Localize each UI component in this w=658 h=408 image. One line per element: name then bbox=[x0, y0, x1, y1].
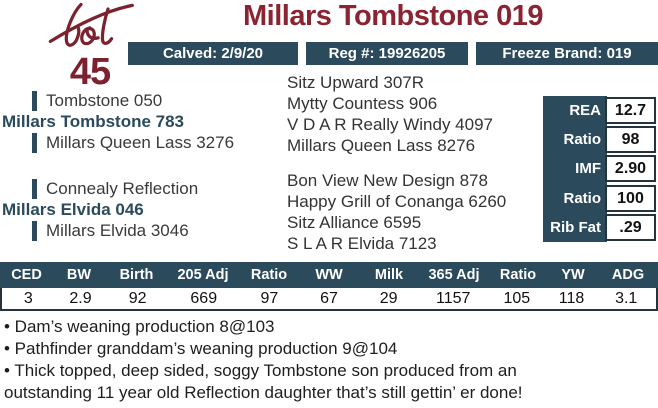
sire-of-sire-row: Tombstone 050 bbox=[32, 90, 282, 111]
table-cell: 669 bbox=[190, 289, 218, 307]
dam-name: Millars Elvida 046 bbox=[2, 199, 144, 219]
lot-script-word bbox=[48, 2, 134, 47]
info-bar-row: Calved: 2/9/20 Reg #: 19926205 Freeze Br… bbox=[128, 42, 658, 65]
animal-name-title: Millars Tombstone 019 bbox=[243, 0, 544, 32]
registration-bar: Reg #: 19926205 bbox=[306, 42, 468, 65]
note-line: • Thick topped, deep sided, soggy Tombst… bbox=[4, 361, 523, 402]
column-header: Ratio bbox=[499, 267, 537, 283]
note-line: • Dam’s weaning production 8@103 bbox=[4, 317, 275, 336]
lot-badge: Lot 45 bbox=[38, 0, 142, 93]
ancestor-name: S L A R Elvida 7123 bbox=[287, 234, 437, 253]
sire-of-dam-row: Connealy Reflection bbox=[32, 178, 282, 199]
stat-value: 100 bbox=[605, 184, 656, 212]
table-cell: 1157 bbox=[436, 289, 471, 307]
note-line: • Pathfinder granddam’s weaning producti… bbox=[4, 339, 398, 358]
ancestor-name: Bon View New Design 878 bbox=[287, 171, 488, 190]
stat-row-rea: REA 12.7 bbox=[543, 96, 658, 125]
freeze-brand-bar: Freeze Brand: 019 bbox=[476, 42, 658, 65]
stat-label: IMF bbox=[575, 160, 601, 178]
sire-ancestors-list: Sitz Upward 307R Mytty Countess 906 V D … bbox=[287, 72, 542, 156]
column-header: 365 Adj bbox=[428, 267, 480, 283]
table-cell: 29 bbox=[379, 289, 398, 307]
table-cell: 92 bbox=[128, 289, 147, 307]
ancestor-name: Sitz Alliance 6595 bbox=[287, 213, 422, 232]
column-header: ADG bbox=[611, 267, 645, 283]
stat-label: Rib Fat bbox=[550, 218, 601, 236]
stat-value: 98 bbox=[605, 126, 656, 154]
column-header: Ratio bbox=[250, 267, 288, 283]
performance-table: CED BW Birth 205 Adj Ratio WW Milk 365 A… bbox=[0, 262, 658, 311]
pedigree-tick-icon bbox=[32, 90, 37, 111]
column-header: BW bbox=[66, 267, 92, 283]
column-header: CED bbox=[11, 267, 42, 283]
dam-of-sire-name: Millars Queen Lass 3276 bbox=[46, 132, 235, 152]
table-cell: 3 bbox=[23, 289, 33, 307]
column-header: 205 Adj bbox=[177, 267, 229, 283]
stat-label: REA bbox=[569, 102, 601, 120]
carcass-stats-box: REA 12.7 Ratio 98 IMF 2.90 Ratio 100 Rib… bbox=[543, 96, 658, 242]
carcass-stats-panel bbox=[543, 96, 607, 242]
calved-bar: Calved: 2/9/20 bbox=[128, 42, 298, 65]
notes-section: • Dam’s weaning production 8@103 • Pathf… bbox=[4, 316, 584, 404]
sire-pedigree-block: Tombstone 050 Millars Tombstone 783 Mill… bbox=[2, 90, 282, 153]
ancestor-name: Happy Grill of Conanga 6260 bbox=[287, 192, 507, 211]
stat-row-rea-ratio: Ratio 98 bbox=[543, 125, 658, 154]
dam-pedigree-block: Connealy Reflection Millars Elvida 046 M… bbox=[2, 178, 282, 241]
ancestor-name: Mytty Countess 906 bbox=[287, 94, 438, 113]
dam-of-sire-row: Millars Queen Lass 3276 bbox=[32, 132, 282, 153]
table-cell: 105 bbox=[503, 289, 531, 307]
stat-row-imf: IMF 2.90 bbox=[543, 154, 658, 183]
pedigree-tick-icon bbox=[32, 132, 37, 153]
stat-value: 2.90 bbox=[605, 155, 656, 183]
stat-row-rib-fat: Rib Fat .29 bbox=[543, 213, 658, 242]
table-cell: 118 bbox=[558, 289, 585, 307]
pedigree-tick-icon bbox=[32, 178, 37, 199]
dam-of-dam-row: Millars Elvida 3046 bbox=[32, 220, 282, 241]
column-header: Milk bbox=[374, 267, 404, 283]
dam-ancestors-list: Bon View New Design 878 Happy Grill of C… bbox=[287, 170, 542, 254]
sire-of-sire-name: Tombstone 050 bbox=[46, 90, 163, 110]
stat-label: Ratio bbox=[563, 189, 602, 207]
stat-value: .29 bbox=[605, 213, 656, 241]
table-cell: 67 bbox=[320, 289, 338, 307]
performance-table-header: CED BW Birth 205 Adj Ratio WW Milk 365 A… bbox=[0, 262, 658, 288]
column-header: Birth bbox=[119, 267, 154, 283]
stat-label: Ratio bbox=[563, 131, 602, 149]
table-cell: 2.9 bbox=[69, 289, 92, 307]
sire-of-dam-name: Connealy Reflection bbox=[46, 178, 199, 198]
ancestor-name: Sitz Upward 307R bbox=[287, 73, 425, 92]
sire-name: Millars Tombstone 783 bbox=[2, 111, 185, 131]
table-cell: 97 bbox=[260, 289, 279, 307]
lot-number: 45 bbox=[69, 51, 111, 93]
column-header: WW bbox=[315, 267, 343, 283]
stat-value: 12.7 bbox=[605, 97, 656, 125]
ancestor-name: V D A R Really Windy 4097 bbox=[287, 115, 493, 134]
pedigree-tick-icon bbox=[32, 220, 37, 241]
column-header: YW bbox=[561, 267, 585, 283]
table-cell: 3.1 bbox=[615, 289, 638, 307]
dam-of-dam-name: Millars Elvida 3046 bbox=[46, 220, 189, 240]
ancestor-name: Millars Queen Lass 8276 bbox=[287, 136, 476, 155]
stat-row-imf-ratio: Ratio 100 bbox=[543, 184, 658, 213]
performance-table-values: 3 2.9 92 669 97 67 29 1157 105 118 3.1 bbox=[0, 288, 658, 311]
